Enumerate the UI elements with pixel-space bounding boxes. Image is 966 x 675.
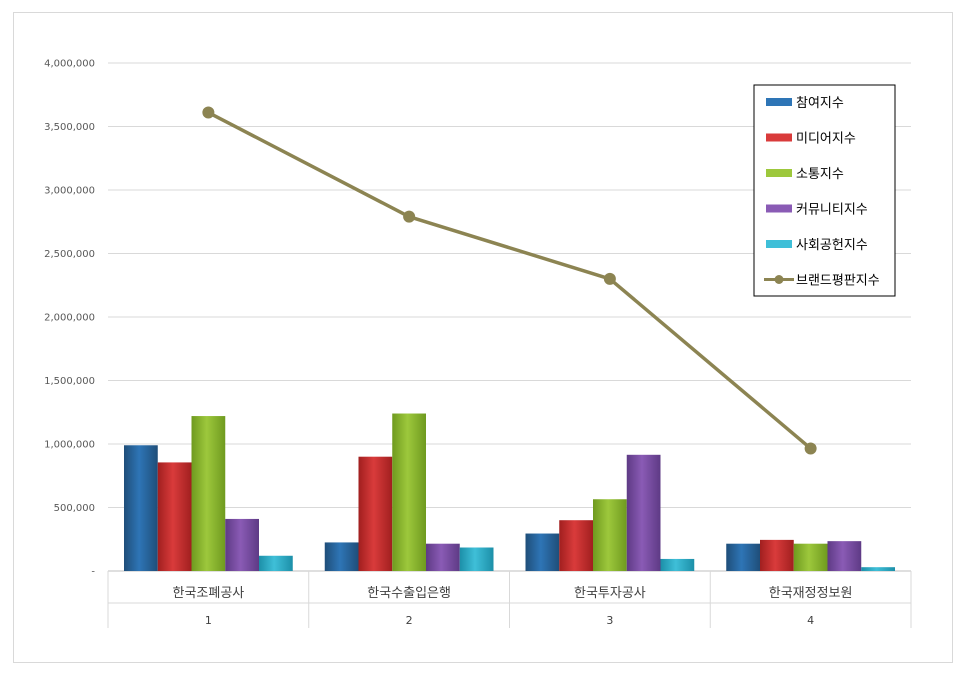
line-point [202, 106, 215, 119]
bar [593, 499, 627, 571]
bar [559, 520, 593, 571]
y-tick-label: - [91, 567, 95, 578]
category-label: 한국조폐공사 [172, 586, 244, 601]
bar [660, 558, 695, 571]
y-axis-ticks: - 500,000 1,000,000 1,500,000 2,000,000 2,500… [44, 59, 95, 578]
legend-marker [774, 275, 784, 284]
bar [225, 518, 259, 571]
bar [525, 533, 560, 571]
bar [793, 543, 828, 571]
bar [191, 416, 226, 571]
legend-label: 참여지수 [796, 96, 844, 111]
bar [358, 456, 393, 571]
y-tick-label: 1,500,000 [44, 376, 95, 387]
y-tick-label: 4,000,000 [44, 59, 95, 70]
legend-box [753, 84, 896, 297]
legend-label: 브랜드평판지수 [796, 274, 880, 289]
bar [626, 454, 661, 571]
bar-layer [124, 413, 895, 571]
category-label: 한국재정정보원 [769, 586, 853, 601]
category-number-label: 4 [807, 614, 814, 627]
y-tick-label: 2,500,000 [44, 249, 95, 260]
legend-swatch [766, 98, 792, 106]
category-axis: 한국조폐공사 1 한국수출입은행 2 한국투자공사 3 한국재정정보원 4 [107, 571, 912, 628]
category-label: 한국수출입은행 [367, 585, 451, 601]
bar [827, 541, 862, 571]
bar [726, 543, 760, 571]
legend-swatch [766, 169, 792, 177]
line-point [403, 210, 416, 223]
bar [157, 462, 192, 571]
legend-swatch [766, 240, 792, 248]
bar [426, 543, 460, 571]
y-tick-label: 500,000 [54, 503, 95, 514]
line-point [603, 272, 616, 285]
bar [324, 542, 359, 571]
y-tick-label: 1,000,000 [44, 440, 95, 451]
y-tick-label: 3,000,000 [44, 186, 95, 197]
legend-swatch [766, 133, 792, 142]
category-number-label: 2 [406, 614, 413, 627]
legend-swatch [766, 204, 792, 213]
bar [124, 445, 158, 571]
y-tick-label: 3,500,000 [44, 122, 95, 133]
line-layer [202, 106, 817, 455]
bar [392, 413, 426, 571]
category-number-label: 1 [205, 614, 212, 627]
legend-label: 소통지수 [796, 167, 844, 182]
series-line [207, 110, 812, 450]
legend-label: 사회공헌지수 [796, 238, 868, 253]
legend-label: 미디어지수 [796, 132, 856, 147]
bar [259, 555, 293, 571]
bar [861, 567, 895, 571]
line-point [804, 442, 817, 455]
legend-label: 커뮤니티지수 [796, 203, 868, 218]
y-tick-label: 2,000,000 [44, 313, 95, 324]
category-label: 한국투자공사 [574, 586, 646, 601]
bar [760, 539, 794, 571]
category-number-label: 3 [606, 614, 613, 627]
bar [459, 547, 494, 571]
